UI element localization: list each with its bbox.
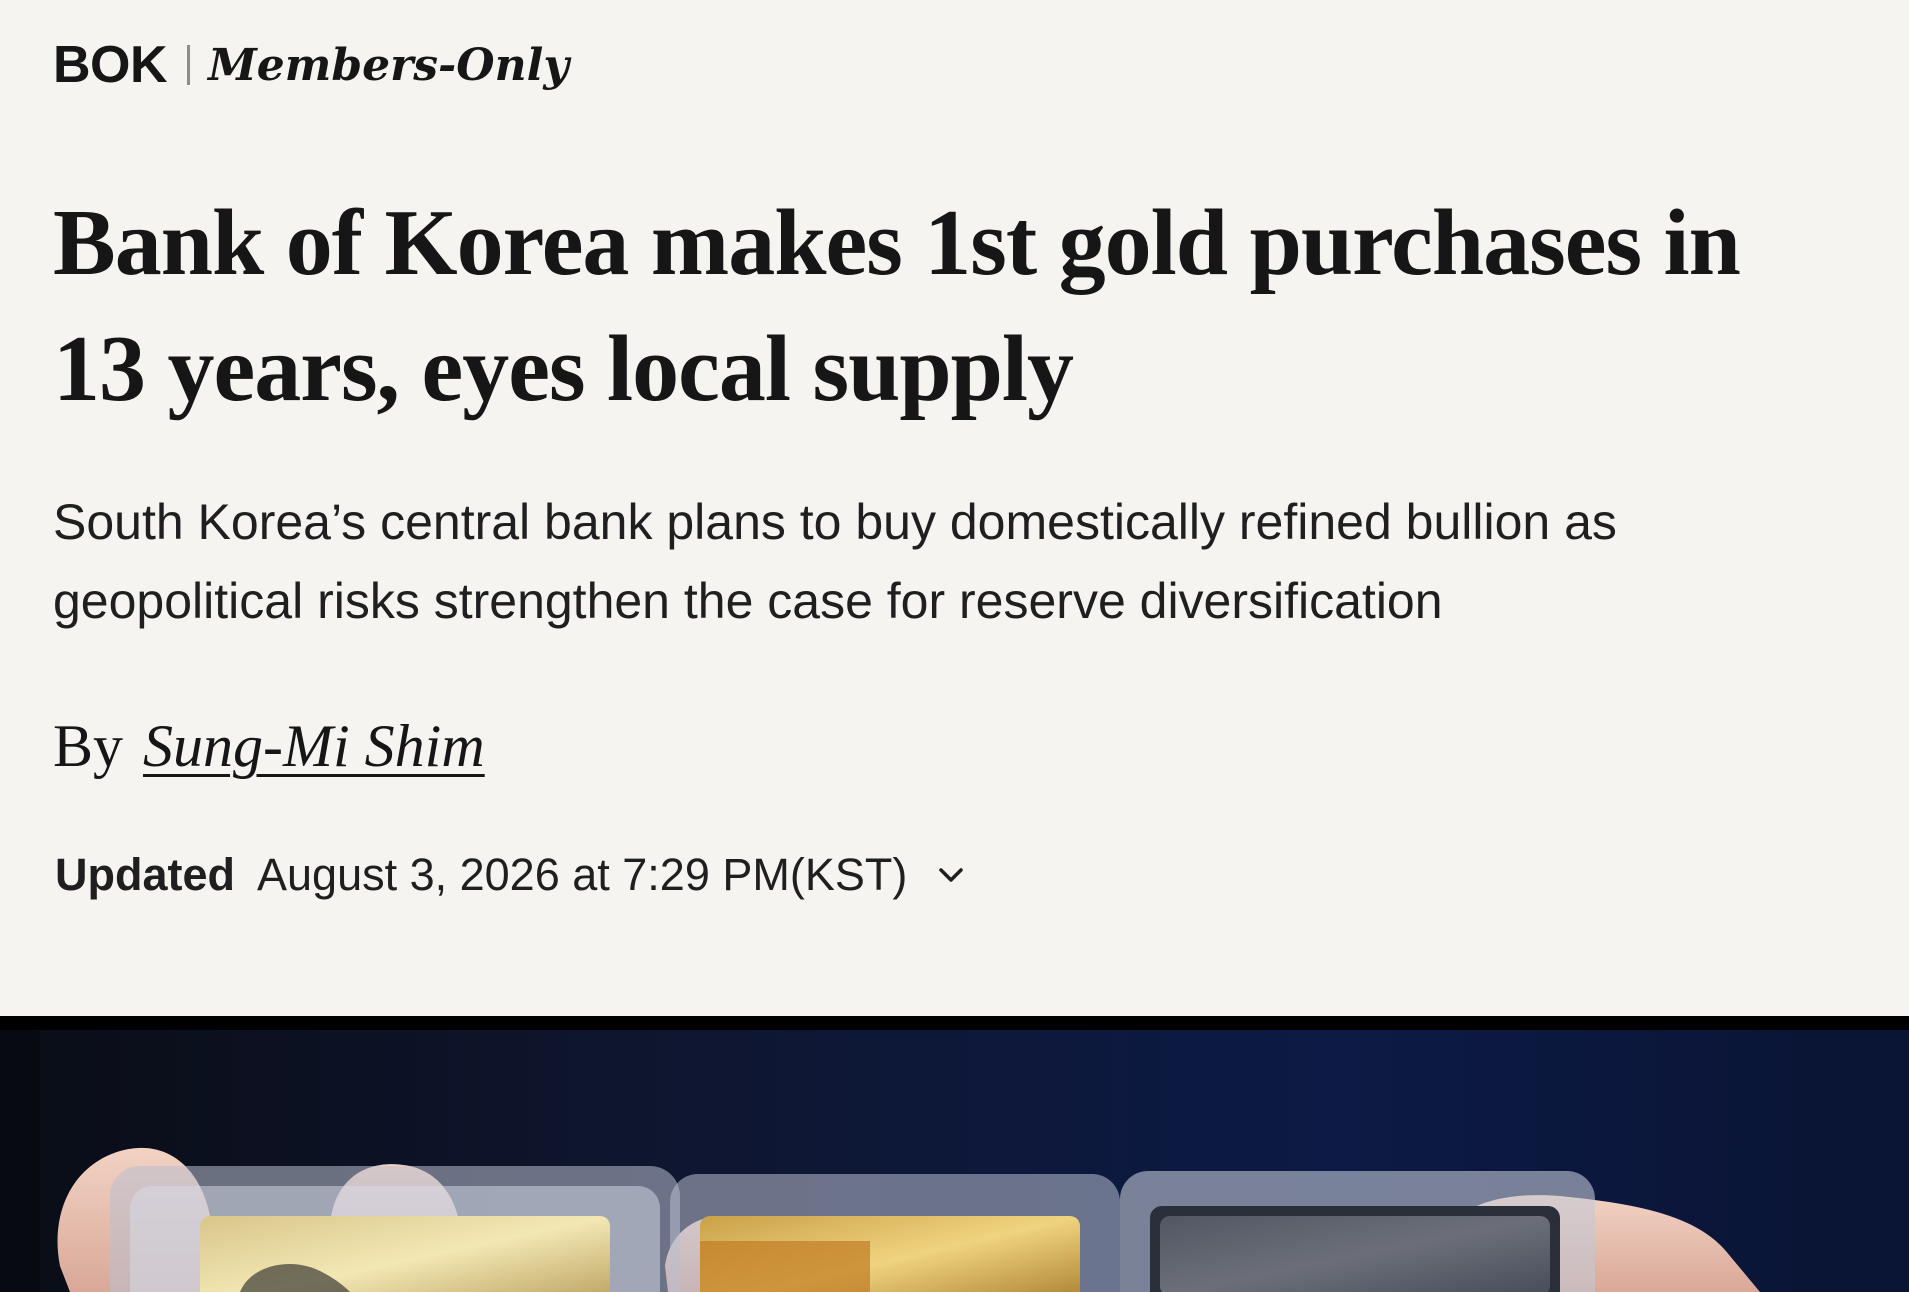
timestamp-value: August 3, 2026 at 7:29 PM(KST) [257,849,908,900]
byline-prefix: By [53,713,124,779]
kicker: BOK Members-Only [53,30,569,100]
author-link[interactable]: Sung-Mi Shim [143,713,485,779]
section-link[interactable]: BOK [53,36,168,94]
chevron-down-icon[interactable] [937,865,965,885]
timestamp-label: Updated [55,849,235,900]
hero-photo [0,1016,1909,1292]
gold-bars-photo-illustration [0,1016,1909,1292]
updated-timestamp: Updated August 3, 2026 at 7:29 PM(KST) [55,845,965,905]
article-dek: South Korea’s central bank plans to buy … [53,494,1617,629]
article-headline: Bank of Korea makes 1st gold purchases i… [53,191,1741,421]
byline: By Sung-Mi Shim [53,707,485,785]
kicker-divider [187,45,191,85]
members-only-label: Members-Only [208,39,569,91]
